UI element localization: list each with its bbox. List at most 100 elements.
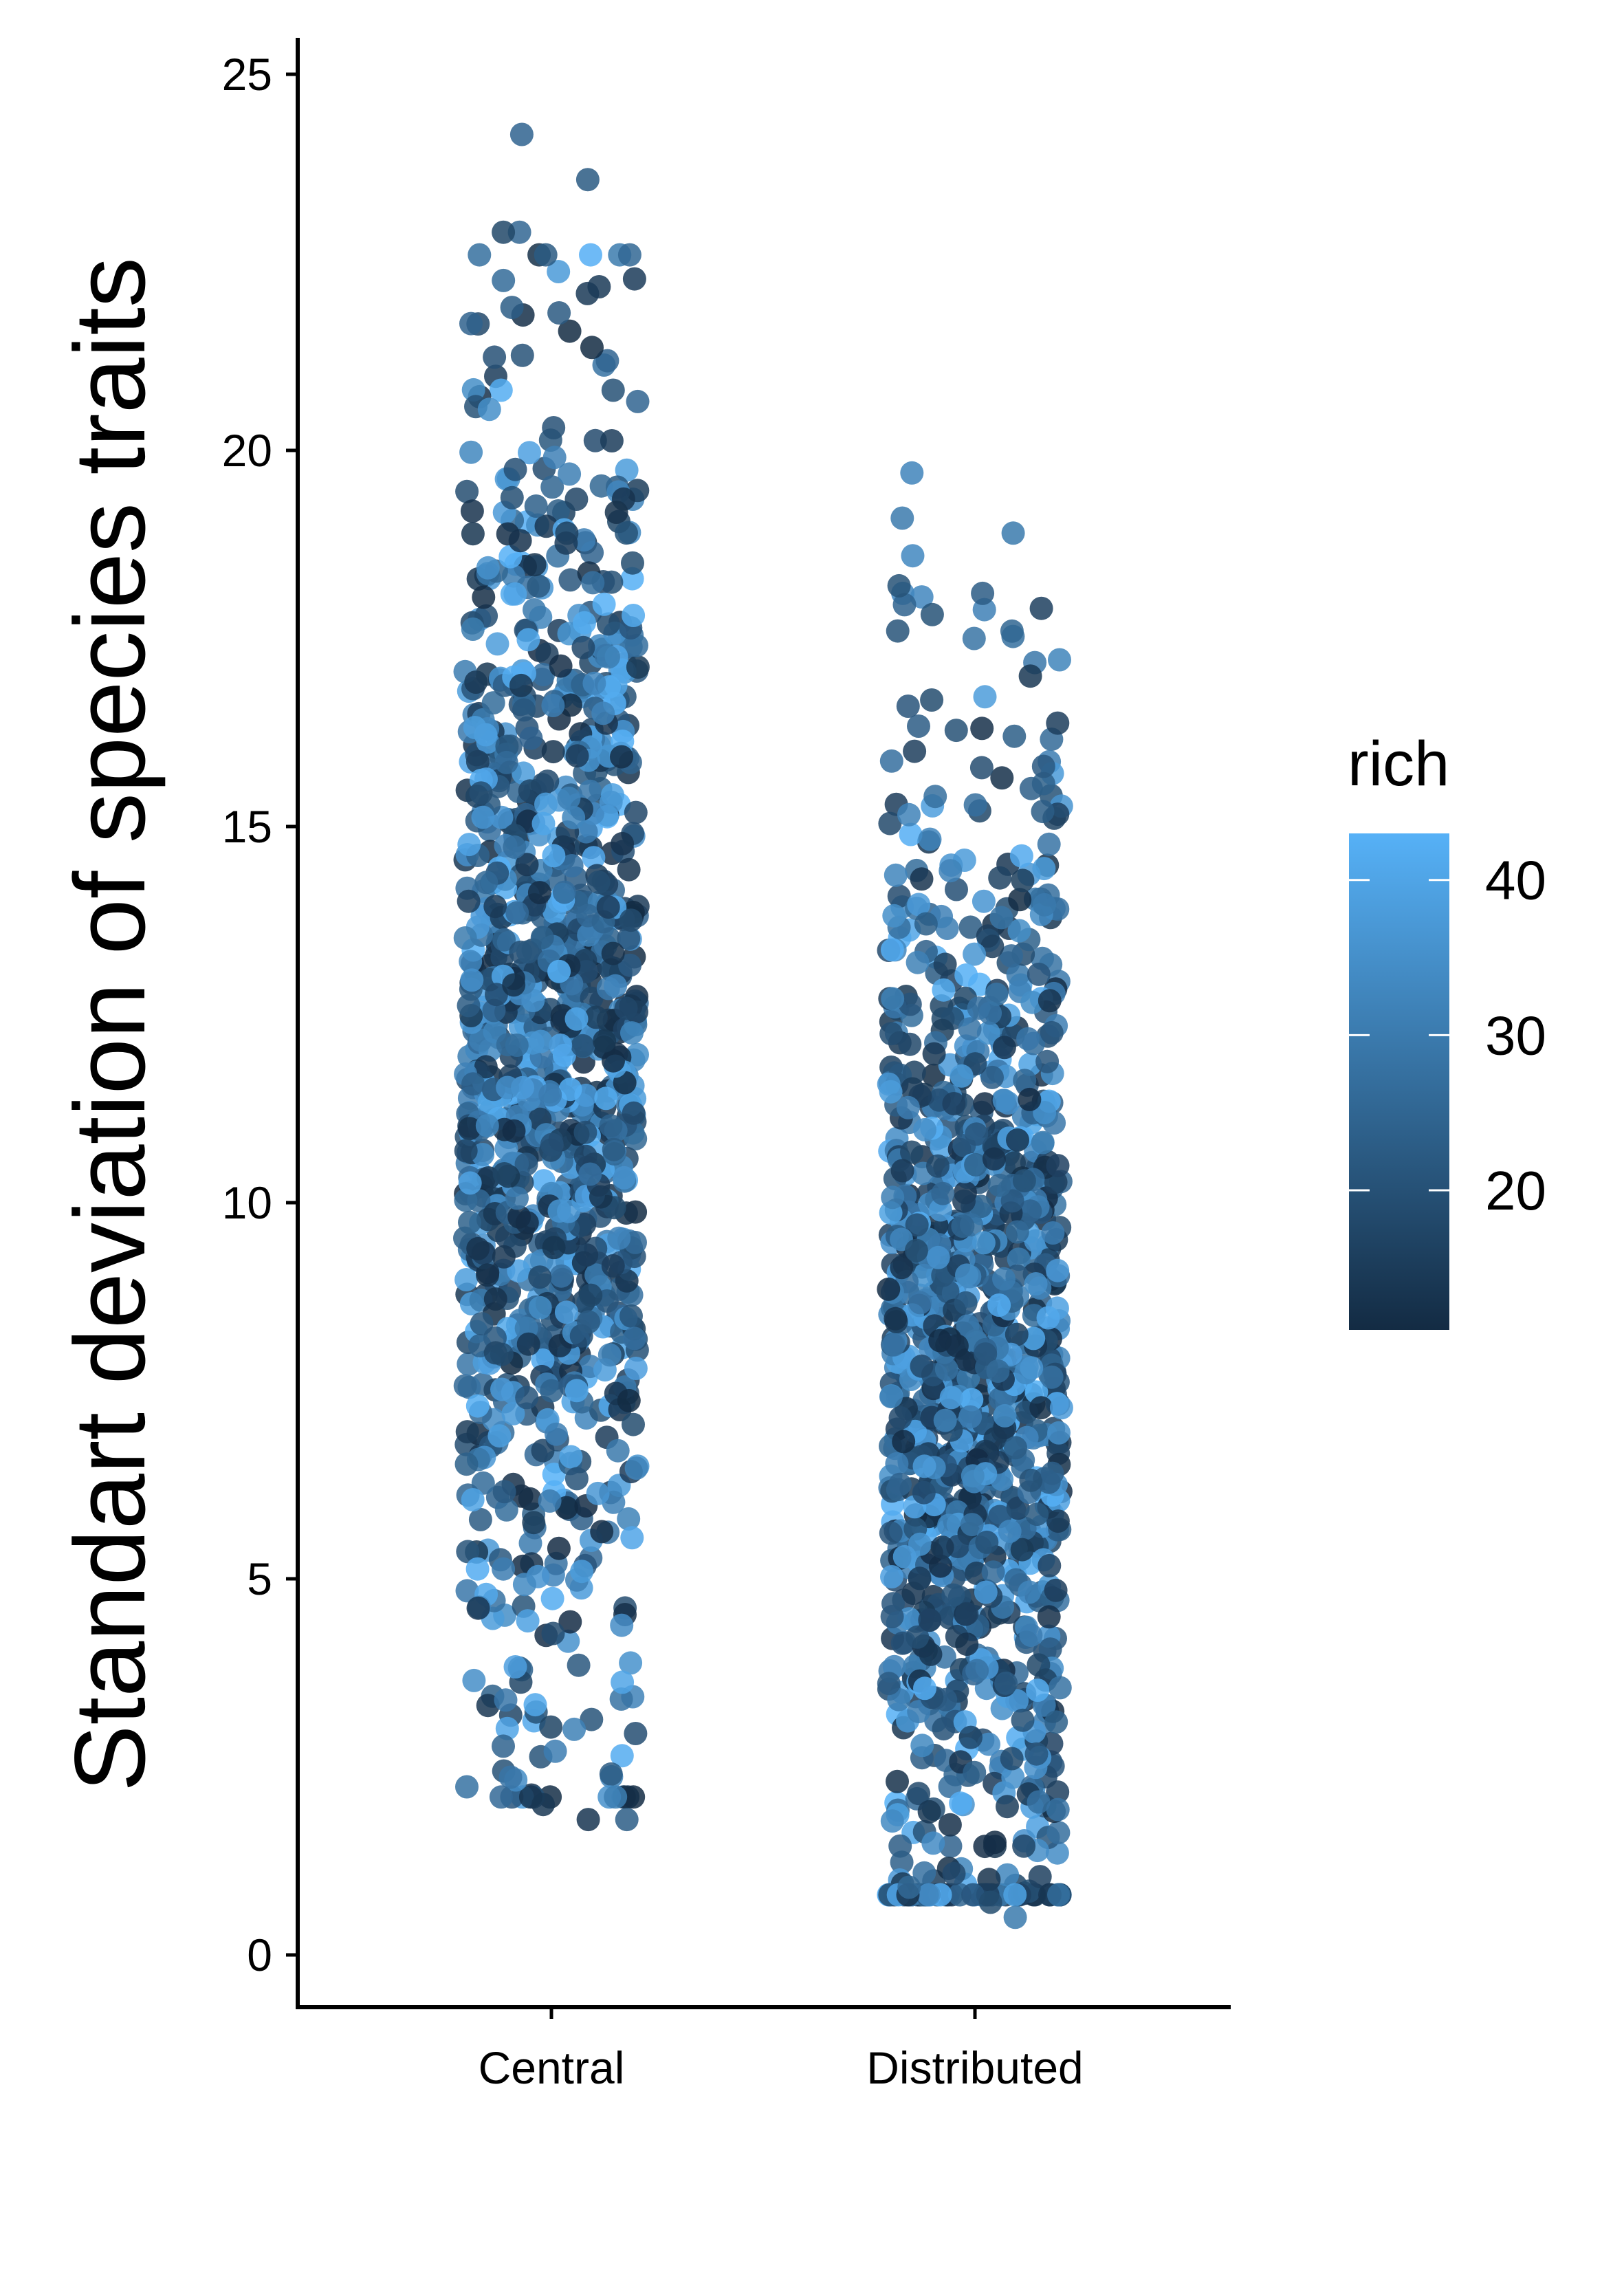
data-point [1048,1676,1072,1700]
data-point [898,992,922,1016]
data-point [599,1762,623,1786]
data-point [914,912,938,936]
data-point [465,1394,490,1418]
data-point [954,963,978,987]
data-point [885,1452,909,1476]
data-point [552,880,576,904]
data-point [1044,1710,1068,1734]
data-point [881,987,905,1011]
data-point [913,1676,936,1701]
data-point [963,793,987,817]
data-point [1025,1502,1049,1527]
data-point [1013,1069,1037,1093]
data-point [1033,893,1057,917]
data-point [963,942,987,966]
data-point [599,790,623,814]
data-point [888,1472,912,1496]
data-point [560,854,584,877]
points-layer [453,122,1073,1929]
data-point [518,441,541,465]
data-point [906,950,930,974]
data-point [904,1238,928,1262]
data-point [523,553,547,577]
data-point [976,1021,1000,1045]
data-point [508,529,532,553]
data-point [934,1357,958,1381]
data-point [459,311,483,336]
legend-title: rich [1348,729,1449,799]
data-point [1007,919,1031,943]
data-point [618,953,642,977]
data-point [540,1379,564,1403]
data-point [567,1653,591,1677]
data-point [505,901,529,925]
data-point [503,582,527,606]
data-point [880,1565,903,1588]
data-point [474,871,498,895]
data-point [547,301,571,325]
legend-tick-label: 40 [1485,850,1546,911]
data-point [543,1739,567,1763]
data-point [538,1489,562,1513]
data-point [918,1608,942,1632]
data-point [1046,1797,1070,1822]
data-point [492,268,516,292]
data-point [562,1717,586,1741]
data-point [1010,1538,1034,1562]
data-point [624,1357,648,1380]
data-point [965,1561,989,1585]
data-point [980,934,1005,959]
data-point [558,1610,582,1634]
data-point [944,719,968,743]
data-point [1040,1365,1064,1389]
data-point [547,260,571,283]
data-point-outlier [1029,596,1053,620]
data-point [617,857,641,882]
data-point [1027,1790,1051,1814]
data-point [573,1144,597,1168]
data-point [910,1734,934,1758]
data-point [587,275,611,298]
data-point [534,792,558,816]
data-point [1004,1436,1027,1460]
data-point [547,959,571,983]
data-point [590,1520,614,1544]
data-point [1046,1780,1070,1804]
legend-tick-label: 30 [1485,1005,1546,1066]
data-point [515,853,539,877]
x-ticks: Central Distributed [479,2007,1084,2093]
data-point-outlier [903,739,927,763]
data-point [465,750,490,774]
data-point [1019,1468,1043,1492]
data-point [507,1259,531,1283]
data-point [938,1813,962,1837]
data-point [596,612,620,636]
data-point [609,1687,633,1711]
data-point [1044,1578,1068,1602]
y-tick-label: 15 [222,801,272,852]
data-point [559,1445,583,1469]
data-point [555,521,579,545]
data-point [987,1173,1011,1197]
data-point [917,1883,941,1907]
data-point [575,1243,599,1267]
data-point [1046,1258,1070,1282]
data-point [1006,1128,1029,1152]
data-point [595,349,619,373]
data-point [457,889,481,913]
y-tick-label: 25 [222,49,272,100]
data-point [455,1579,479,1603]
data-point [542,844,566,868]
data-point [1027,962,1051,986]
data-point [597,1343,622,1367]
data-point [958,915,983,939]
data-point [571,1034,595,1058]
data-point [476,1263,499,1287]
data-point [1018,1087,1042,1111]
data-point [1000,1189,1024,1213]
data-point [625,633,648,657]
data-point [1024,1742,1049,1766]
data-point [455,1775,479,1799]
data-point [955,1601,979,1626]
data-point [990,766,1014,790]
